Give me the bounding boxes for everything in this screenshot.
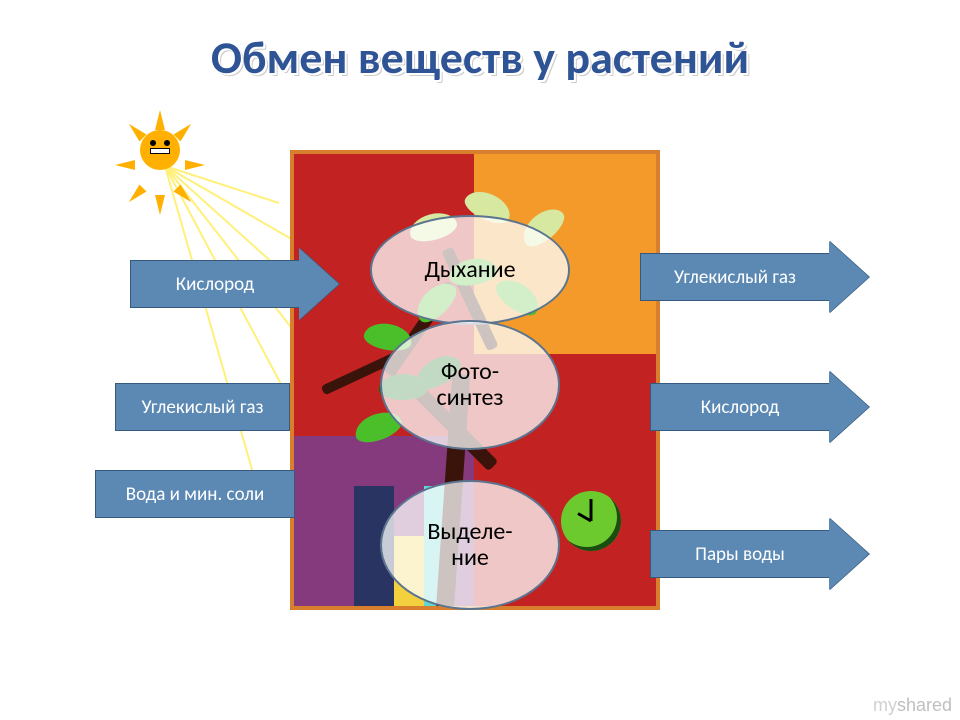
output-water-vapor-arrow: Пары воды xyxy=(650,530,869,578)
page-title: Обмен веществ у растений xyxy=(0,30,960,86)
sun-ray xyxy=(164,166,265,513)
output-oxygen-label: Кислород xyxy=(650,383,830,431)
output-co2-label: Углекислый газ xyxy=(640,253,830,301)
output-co2-arrow: Углекислый газ xyxy=(640,253,869,301)
input-water-salts-label: Вода и мин. соли xyxy=(126,483,264,506)
process-photosynthesis-label: Фото-синтез xyxy=(436,359,503,412)
process-respiration: Дыхание xyxy=(370,215,570,325)
output-oxygen-arrow: Кислород xyxy=(650,383,869,431)
process-respiration-label: Дыхание xyxy=(424,257,515,283)
input-oxygen-label: Кислород xyxy=(130,260,300,308)
arrow-head-icon xyxy=(299,248,339,320)
process-photosynthesis: Фото-синтез xyxy=(380,320,560,450)
stage: Обмен веществ у растений Кислород Углеки… xyxy=(0,0,960,720)
input-co2-label: Углекислый газ xyxy=(142,396,264,419)
watermark-part1: my xyxy=(873,695,897,715)
input-co2-rect: Углекислый газ xyxy=(115,383,290,431)
arrow-head-icon xyxy=(829,371,869,443)
watermark-part2: shared xyxy=(897,695,952,715)
arrow-head-icon xyxy=(829,518,869,590)
output-water-vapor-label: Пары воды xyxy=(650,530,830,578)
process-excretion-label: Выделе-ние xyxy=(427,519,512,572)
process-excretion: Выделе-ние xyxy=(380,480,560,610)
input-water-salts-rect: Вода и мин. соли xyxy=(95,470,295,518)
sun-icon xyxy=(120,110,200,190)
input-oxygen-arrow: Кислород xyxy=(130,260,339,308)
watermark: myshared xyxy=(873,695,952,716)
arrow-head-icon xyxy=(829,241,869,313)
